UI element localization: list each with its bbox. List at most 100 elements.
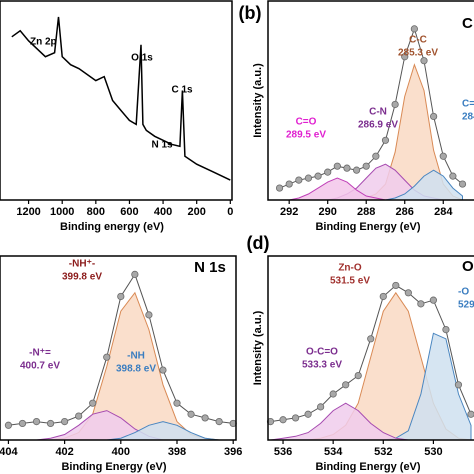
panel: 1200 1000 800 600 400 200 0 Binding energy (eV)… [0,0,233,233]
data-point [449,172,457,180]
data-point [75,412,83,420]
plot-frame [0,255,237,441]
data-point [103,353,111,361]
data-point [429,296,437,304]
x-tick-label: 530 [424,446,442,458]
x-tick-label: 536 [274,446,292,458]
peak-label: O-C=O [306,347,338,358]
data-point [187,410,195,418]
data-point [379,292,387,301]
peak-label: C=O [296,117,317,128]
x-tick-label: 800 [87,206,105,218]
peak-energy: 284. [462,112,474,123]
peak-label: -NH [127,351,145,362]
x-tick-label: 0 [227,206,233,218]
plot-frame [267,0,474,201]
data-point [61,417,69,426]
data-point [342,381,350,389]
data-point [362,162,370,170]
spectrum-line [11,16,231,181]
data-point [333,162,341,170]
peak-label: C-C [409,35,427,46]
data-point [46,419,55,428]
peak-label: -NH⁺- [69,259,95,270]
data-point [201,414,209,422]
peak-label: O 1s [131,53,153,64]
data-point [18,419,27,428]
data-point [392,281,400,290]
x-axis-label: Binding Energy (eV) [61,461,166,473]
data-point [381,136,390,144]
x-tick-label: 200 [188,206,206,218]
x-tick-label: 1000 [50,206,74,218]
peak-label: C= [462,99,474,110]
data-point [417,300,425,308]
peak-energy: 531.5 eV [330,276,370,287]
data-point [317,403,325,411]
panel-title: O [462,258,474,275]
data-point [275,184,284,192]
peak-energy: 533.3 eV [302,360,342,371]
peak-energy: 286.9 eV [358,120,398,131]
data-point [295,176,303,184]
x-tick-label: 534 [324,446,343,458]
data-point [454,381,463,389]
x-axis-label: Binding Energy (eV) [315,461,420,473]
y-axis-label: Intensity (a.u.) [252,63,264,138]
x-tick-label: 400 [112,446,130,458]
x-tick-label: 398 [168,446,186,458]
data-point [391,100,399,109]
plot-frame [267,255,474,441]
data-point [404,289,412,297]
data-point [291,414,300,422]
panel-title: C [462,15,473,32]
peak-label: Zn 2p [30,37,57,48]
x-tick-label: 402 [55,446,73,458]
data-point [430,112,438,121]
data-point [279,416,287,424]
data-point [285,180,293,188]
x-tick-label: 290 [319,206,337,218]
data-point [159,366,167,374]
data-point [89,399,97,407]
peak-label: -N⁺= [29,348,51,359]
data-point [401,53,409,61]
data-point [145,311,153,319]
data-point [354,371,362,380]
panel-title: N 1s [194,259,226,276]
data-point [442,325,450,334]
data-point [304,174,313,182]
data-point [439,152,447,160]
data-point [420,57,428,65]
peak-label: N 1s [151,140,173,151]
peak-label: C 1s [171,85,193,96]
panel-label: (b) [239,3,262,23]
peak-energy: 398.8 eV [116,364,156,375]
data-point [117,292,125,301]
data-point [329,390,337,398]
data-point [131,270,139,278]
peak-label: Zn-O [338,263,362,274]
peak-energy: 400.7 eV [20,361,60,372]
data-point [458,180,467,188]
panel: 292 290 288 286 284 Binding Energy (eV) Intens… [239,0,474,233]
data-point [343,164,351,172]
data-point [410,25,418,33]
panel: 536 534 532 530 Binding Energy (eV) Intensity… [247,233,474,473]
peak-energy: 529.8 [458,300,474,311]
x-tick-label: 292 [280,206,298,218]
x-tick-label: 532 [374,446,392,458]
data-point [173,399,181,407]
y-axis-label: Intensity (a.u.) [252,310,264,385]
peak-energy: 399.8 eV [62,272,102,283]
panel-label: (d) [247,233,270,253]
x-tick-label: 404 [0,446,18,458]
data-point [467,410,474,418]
peak-energy: 289.5 eV [286,130,326,141]
data-point [314,172,322,180]
peak-label: C-N [369,107,387,118]
data-point [215,417,223,426]
x-axis-label: Binding energy (eV) [60,221,164,233]
panel: 404 402 400 398 396 Binding Energy (eV) N 1s -N… [0,255,242,473]
